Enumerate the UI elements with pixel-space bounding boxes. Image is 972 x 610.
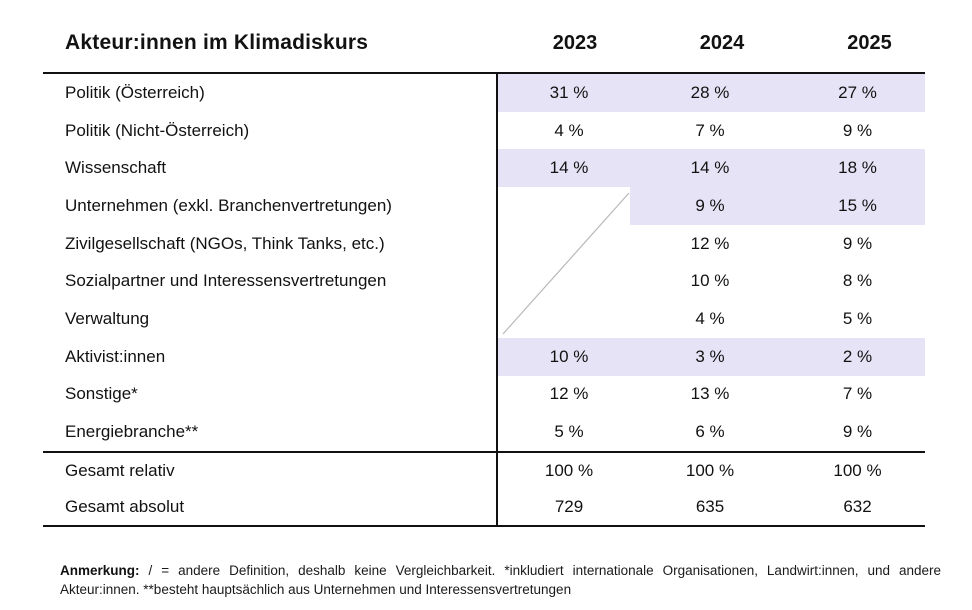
cell-2024: 12 % xyxy=(690,233,730,253)
table-title: Akteur:innen im Klimadiskurs xyxy=(65,31,369,54)
cell-2023: 12 % xyxy=(549,384,589,404)
cell-2025: 9 % xyxy=(842,233,873,253)
column-header-2023: 2023 xyxy=(552,31,598,54)
row-label: Politik (Nicht-Österreich) xyxy=(65,120,250,140)
cell-2024: 28 % xyxy=(630,74,790,112)
row-label: Unternehmen (exkl. Branchenvertretungen) xyxy=(65,195,392,215)
row-label: Energiebranche** xyxy=(65,422,199,442)
cell-2024: 100 % xyxy=(685,460,735,480)
summary-row-absolute: Gesamt absolut 729 635 632 xyxy=(43,489,925,525)
cell-2023: 729 xyxy=(554,497,584,517)
cell-2024: 635 xyxy=(695,497,725,517)
cell-2023: 4 % xyxy=(554,120,584,140)
cell-2023-no-data xyxy=(496,300,630,338)
footnote-text: / = andere Definition, deshalb keine Ver… xyxy=(60,562,941,598)
cell-2025: 632 xyxy=(843,497,872,517)
cell-2025: 27 % xyxy=(790,74,925,112)
cell-2024: 9 % xyxy=(630,187,790,225)
cell-2025: 15 % xyxy=(790,187,925,225)
table-row: Zivilgesellschaft (NGOs, Think Tanks, et… xyxy=(43,225,925,263)
cell-2024: 7 % xyxy=(695,120,725,140)
footnote: Anmerkung: / = andere Definition, deshal… xyxy=(60,561,941,600)
row-label: Sozialpartner und Interessensvertretunge… xyxy=(65,271,387,291)
row-label: Wissenschaft xyxy=(65,158,167,178)
cell-2025: 7 % xyxy=(842,384,873,404)
cell-2023-no-data xyxy=(496,262,630,300)
table-row: Unternehmen (exkl. Branchenvertretungen)… xyxy=(43,187,925,225)
row-label: Gesamt relativ xyxy=(65,460,175,480)
summary-row-relative: Gesamt relativ 100 % 100 % 100 % xyxy=(43,450,925,489)
table-row: Politik (Österreich) 31 % 28 % 27 % xyxy=(43,74,925,112)
row-label: Verwaltung xyxy=(65,308,150,328)
table-header: Akteur:innen im Klimadiskurs 2023 2024 2… xyxy=(43,14,925,74)
row-label: Politik (Österreich) xyxy=(65,82,205,102)
cell-2024: 14 % xyxy=(630,149,790,188)
row-label: Sonstige* xyxy=(65,384,138,404)
actors-climate-discourse-table: Akteur:innen im Klimadiskurs 2023 2024 2… xyxy=(43,14,925,528)
cell-2025: 18 % xyxy=(790,149,925,188)
footnote-label: Anmerkung: xyxy=(60,562,140,578)
cell-2024: 3 % xyxy=(630,337,790,376)
cell-2023: 10 % xyxy=(496,337,630,376)
column-divider-line xyxy=(496,72,498,528)
table-row: Politik (Nicht-Österreich) 4 % 7 % 9 % xyxy=(43,112,925,150)
cell-2023: 5 % xyxy=(554,422,584,442)
cell-2024: 13 % xyxy=(690,384,730,404)
cell-2025: 9 % xyxy=(842,422,873,442)
cell-2025: 5 % xyxy=(842,308,873,328)
cell-2023-no-data xyxy=(496,225,630,263)
table-row: Verwaltung 4 % 5 % xyxy=(43,300,925,338)
row-label: Gesamt absolut xyxy=(65,497,185,517)
cell-2025: 100 % xyxy=(833,460,882,480)
row-label: Aktivist:innen xyxy=(65,346,166,366)
cell-2024: 6 % xyxy=(695,422,725,442)
cell-2023: 31 % xyxy=(496,74,630,112)
column-header-2025: 2025 xyxy=(847,31,892,54)
cell-2023: 14 % xyxy=(496,149,630,188)
cell-2025: 8 % xyxy=(842,271,873,291)
table-row: Energiebranche** 5 % 6 % 9 % xyxy=(43,413,925,451)
table-row: Sozialpartner und Interessensvertretunge… xyxy=(43,262,925,300)
cell-2025: 2 % xyxy=(790,337,925,376)
column-header-2024: 2024 xyxy=(699,31,745,54)
table-row: Aktivist:innen 10 % 3 % 2 % xyxy=(43,337,925,376)
cell-2024: 4 % xyxy=(695,308,725,328)
table-row: Sonstige* 12 % 13 % 7 % xyxy=(43,376,925,414)
table-row: Wissenschaft 14 % 14 % 18 % xyxy=(43,149,925,188)
table-bottom-rule xyxy=(43,525,925,528)
cell-2023-no-data xyxy=(496,187,630,225)
cell-2024: 10 % xyxy=(690,271,730,291)
cell-2025: 9 % xyxy=(842,120,873,140)
cell-2023: 100 % xyxy=(544,460,594,480)
row-label: Zivilgesellschaft (NGOs, Think Tanks, et… xyxy=(65,233,385,253)
